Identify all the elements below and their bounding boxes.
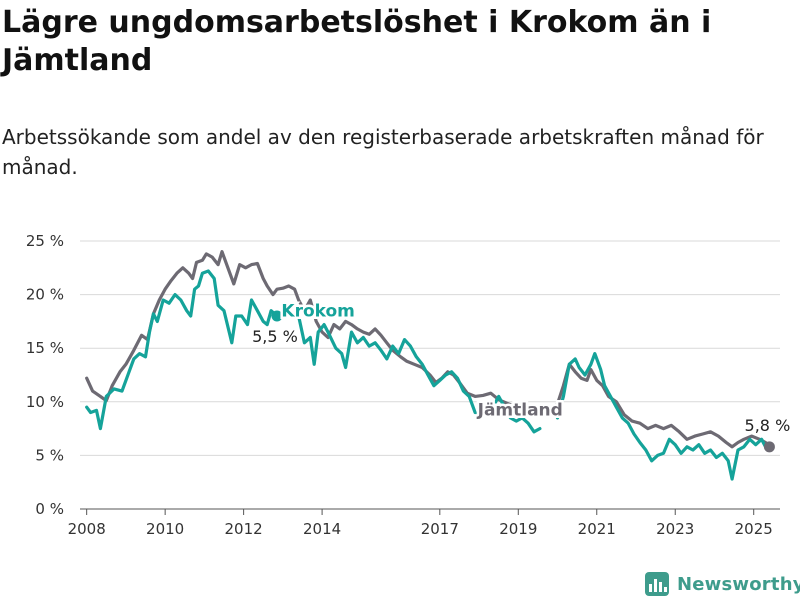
x-tick-label: 2014	[303, 520, 341, 538]
series-label-jämtland: Jämtland	[477, 400, 563, 420]
y-axis: 0 % 5 % 10 % 15 % 20 % 25 %	[26, 232, 64, 518]
series-lines	[85, 250, 775, 481]
chart-title: Lägre ungdomsarbetslöshet i Krokom än i …	[2, 5, 712, 78]
x-tick-label: 2023	[656, 520, 694, 538]
x-tick-label: 2025	[735, 520, 773, 538]
newsworthy-logo: Newsworthy	[645, 569, 800, 599]
y-tick-label: 0 %	[35, 500, 64, 518]
chart-subtitle: Arbetssökande som andel av den registerb…	[2, 125, 764, 179]
x-tick-label: 2021	[578, 520, 616, 538]
series-line-jämtland	[85, 250, 771, 449]
bar-chart-logo-icon	[645, 572, 669, 596]
series-label-krokom: Krokom	[281, 302, 354, 322]
line-chart: 2008 2010 2012 2014 2017 2019 2021 2023 2025 0 %…	[26, 232, 791, 538]
series-line-krokom	[85, 269, 279, 431]
end-point-jämtland	[763, 441, 775, 453]
series-labels: 5,8 % 5,5 % Krokom Jämtland	[252, 299, 791, 435]
x-tick-label: 2010	[146, 520, 184, 538]
y-tick-label: 10 %	[26, 393, 64, 411]
end-label-krokom: 5,5 %	[252, 327, 298, 346]
end-point-krokom	[271, 310, 283, 322]
y-tick-label: 5 %	[35, 446, 64, 464]
series-line-krokom	[555, 352, 771, 481]
y-tick-label: 20 %	[26, 286, 64, 304]
y-tick-label: 25 %	[26, 232, 64, 250]
x-tick-label: 2019	[499, 520, 537, 538]
brand-name: Newsworthy	[677, 573, 800, 595]
x-tick-label: 2008	[68, 520, 106, 538]
x-axis: 2008 2010 2012 2014 2017 2019 2021 2023 2025	[68, 508, 780, 538]
end-label-jämtland: 5,8 %	[745, 416, 791, 435]
series-line-krokom	[297, 314, 542, 434]
y-tick-label: 15 %	[26, 339, 64, 357]
x-tick-label: 2017	[421, 520, 459, 538]
x-tick-label: 2012	[225, 520, 263, 538]
